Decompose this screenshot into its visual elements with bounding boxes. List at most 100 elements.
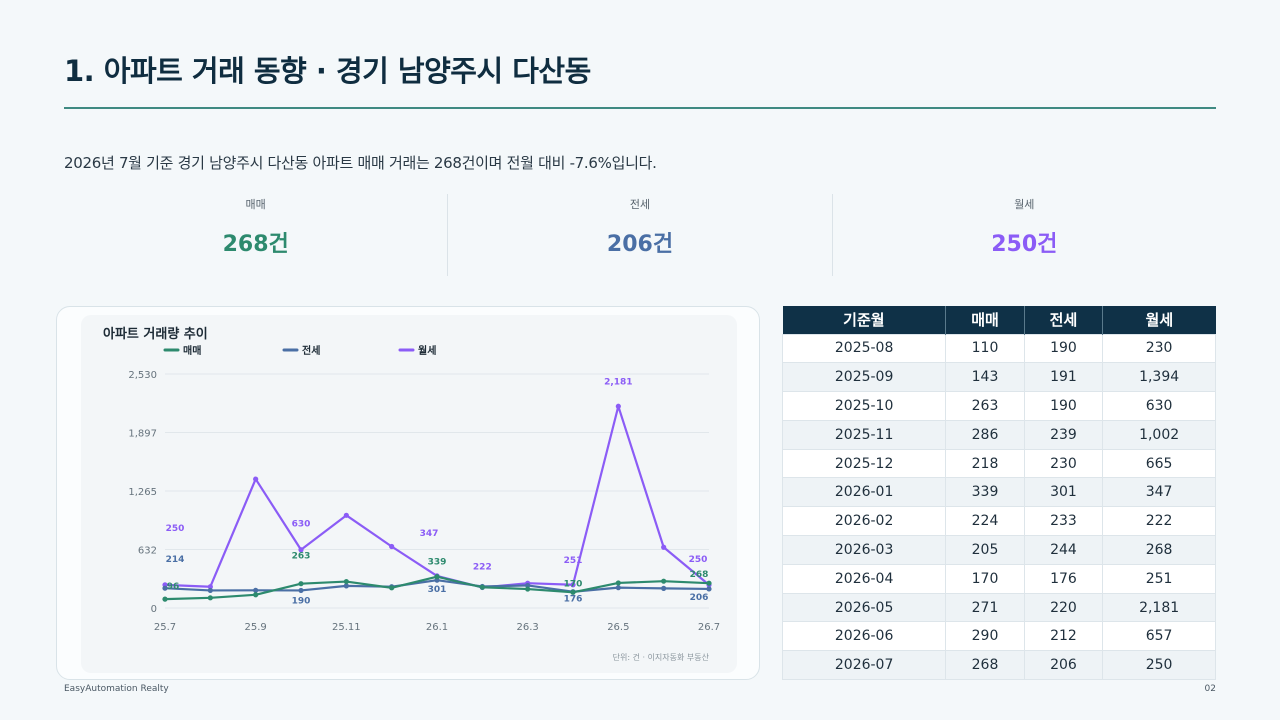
- data-label: 301: [428, 585, 447, 595]
- data-point: [706, 580, 712, 586]
- chart-card: 아파트 거래량 추이 매매 전세 월세 2,530 1,897 1,265 632 0 25.7 2…: [56, 306, 760, 680]
- page-number: 02: [1204, 684, 1216, 694]
- data-point: [253, 587, 259, 593]
- data-label: 347: [420, 529, 439, 539]
- title-divider: [64, 107, 1216, 109]
- data-point: [479, 584, 485, 590]
- chart-title: 아파트 거래량 추이: [103, 326, 208, 342]
- table-header-cell: 월세: [1102, 306, 1216, 334]
- kpi-value: 250건: [991, 232, 1058, 257]
- data-point: [253, 592, 259, 598]
- data-label: 268: [690, 570, 709, 580]
- x-tick-label: 26.1: [426, 622, 448, 633]
- data-label: 170: [564, 579, 583, 589]
- data-label: 250: [166, 524, 185, 534]
- table-cell: 2026-05: [781, 592, 947, 623]
- data-point: [298, 581, 304, 587]
- data-point: [343, 578, 349, 585]
- chart-panel: 아파트 거래량 추이 매매 전세 월세 2,530 1,897 1,265 632 0 25.7 2…: [81, 315, 737, 673]
- table-row: 2026-07 268 206 250: [781, 650, 1216, 681]
- table-cell: 244: [1023, 535, 1104, 565]
- kpi-sale: 매매 268건: [64, 194, 447, 276]
- data-label: 190: [292, 596, 311, 606]
- data-label: 2,181: [604, 377, 632, 387]
- data-table: 기준월 매매 전세 월세 2025-08 110 190 230 2025-09 143 191 1…: [781, 306, 1216, 681]
- table-cell: 286: [945, 419, 1025, 450]
- table-cell: 290: [945, 621, 1025, 652]
- data-point: [525, 586, 531, 592]
- data-label: 630: [292, 520, 311, 530]
- y-tick-label: 0: [151, 604, 157, 615]
- table-cell: 1,002: [1102, 419, 1216, 450]
- table-cell: 2026-06: [781, 621, 947, 652]
- summary-text: 2026년 7월 기준 경기 남양주시 다산동 아파트 매매 거래는 268건이…: [64, 154, 657, 172]
- data-point: [162, 585, 168, 591]
- table-cell: 170: [945, 563, 1025, 594]
- x-tick-label: 26.7: [698, 622, 720, 633]
- table-row: 2026-03 205 244 268: [781, 535, 1216, 565]
- data-point: [207, 595, 213, 601]
- data-point: [615, 580, 621, 586]
- table-cell: 2026-01: [781, 477, 947, 508]
- kpi-label: 매매: [245, 198, 266, 211]
- table-cell: 230: [1102, 333, 1216, 364]
- table-cell: 176: [1023, 563, 1104, 594]
- table-cell: 657: [1102, 621, 1216, 652]
- legend-label: 전세: [302, 344, 320, 357]
- source-note: 단위: 건 · 이지자동화 부동산: [613, 652, 710, 662]
- y-tick-label: 2,530: [128, 370, 157, 381]
- table-cell: 347: [1102, 477, 1216, 508]
- table-row: 2026-01 339 301 347: [781, 477, 1216, 508]
- table-cell: 239: [1023, 419, 1104, 450]
- table-row: 2025-11 286 239 1,002: [781, 419, 1216, 450]
- data-label: 206: [690, 593, 709, 603]
- data-point: [207, 587, 213, 594]
- table-header-cell: 매매: [945, 306, 1025, 334]
- data-label: 250: [689, 555, 708, 565]
- legend-label: 월세: [418, 344, 436, 357]
- data-point: [298, 547, 304, 553]
- table-cell: 143: [945, 362, 1025, 393]
- data-label: 263: [292, 552, 311, 562]
- table-cell: 206: [1023, 650, 1104, 681]
- table-row: 2026-04 170 176 251: [781, 563, 1216, 594]
- table-cell: 230: [1023, 448, 1104, 479]
- table-cell: 218: [945, 448, 1025, 479]
- table-cell: 251: [1102, 563, 1216, 594]
- table-cell: 2026-04: [781, 563, 947, 594]
- table-cell: 224: [945, 506, 1025, 537]
- data-label: 222: [473, 562, 492, 572]
- table-row: 2026-02 224 233 222: [781, 506, 1216, 537]
- table-cell: 268: [945, 650, 1025, 681]
- y-tick-label: 1,265: [128, 487, 157, 498]
- data-point: [615, 403, 621, 409]
- table-row: 2025-09 143 191 1,394: [781, 362, 1216, 393]
- table-cell: 2026-02: [781, 506, 947, 537]
- page-title: 1. 아파트 거래 동향 · 경기 남양주시 다산동: [64, 54, 591, 88]
- table-cell: 2025-11: [781, 419, 947, 450]
- data-point: [389, 585, 395, 591]
- table-cell: 212: [1023, 621, 1104, 652]
- table-cell: 233: [1023, 506, 1104, 537]
- table-cell: 339: [945, 477, 1025, 508]
- data-point: [706, 586, 712, 592]
- table-row: 2025-12 218 230 665: [781, 448, 1216, 479]
- kpi-label: 전세: [629, 198, 651, 211]
- table-cell: 191: [1023, 362, 1104, 393]
- x-tick-label: 25.7: [154, 622, 176, 633]
- table-cell: 190: [1023, 391, 1104, 421]
- table-row: 2025-08 110 190 230: [781, 333, 1216, 364]
- table-cell: 190: [1023, 333, 1104, 364]
- table-header-cell: 기준월: [782, 306, 947, 334]
- x-tick-label: 26.5: [607, 622, 629, 633]
- table-cell: 205: [945, 535, 1025, 565]
- data-point: [570, 582, 576, 588]
- kpi-monthly-rent: 월세 250건: [831, 194, 1216, 276]
- data-label: 96: [167, 582, 180, 592]
- kpi-jeonse: 전세 206건: [447, 194, 831, 276]
- data-point: [661, 578, 667, 584]
- data-point: [207, 584, 213, 590]
- table-cell: 220: [1023, 592, 1104, 623]
- data-point: [162, 596, 168, 602]
